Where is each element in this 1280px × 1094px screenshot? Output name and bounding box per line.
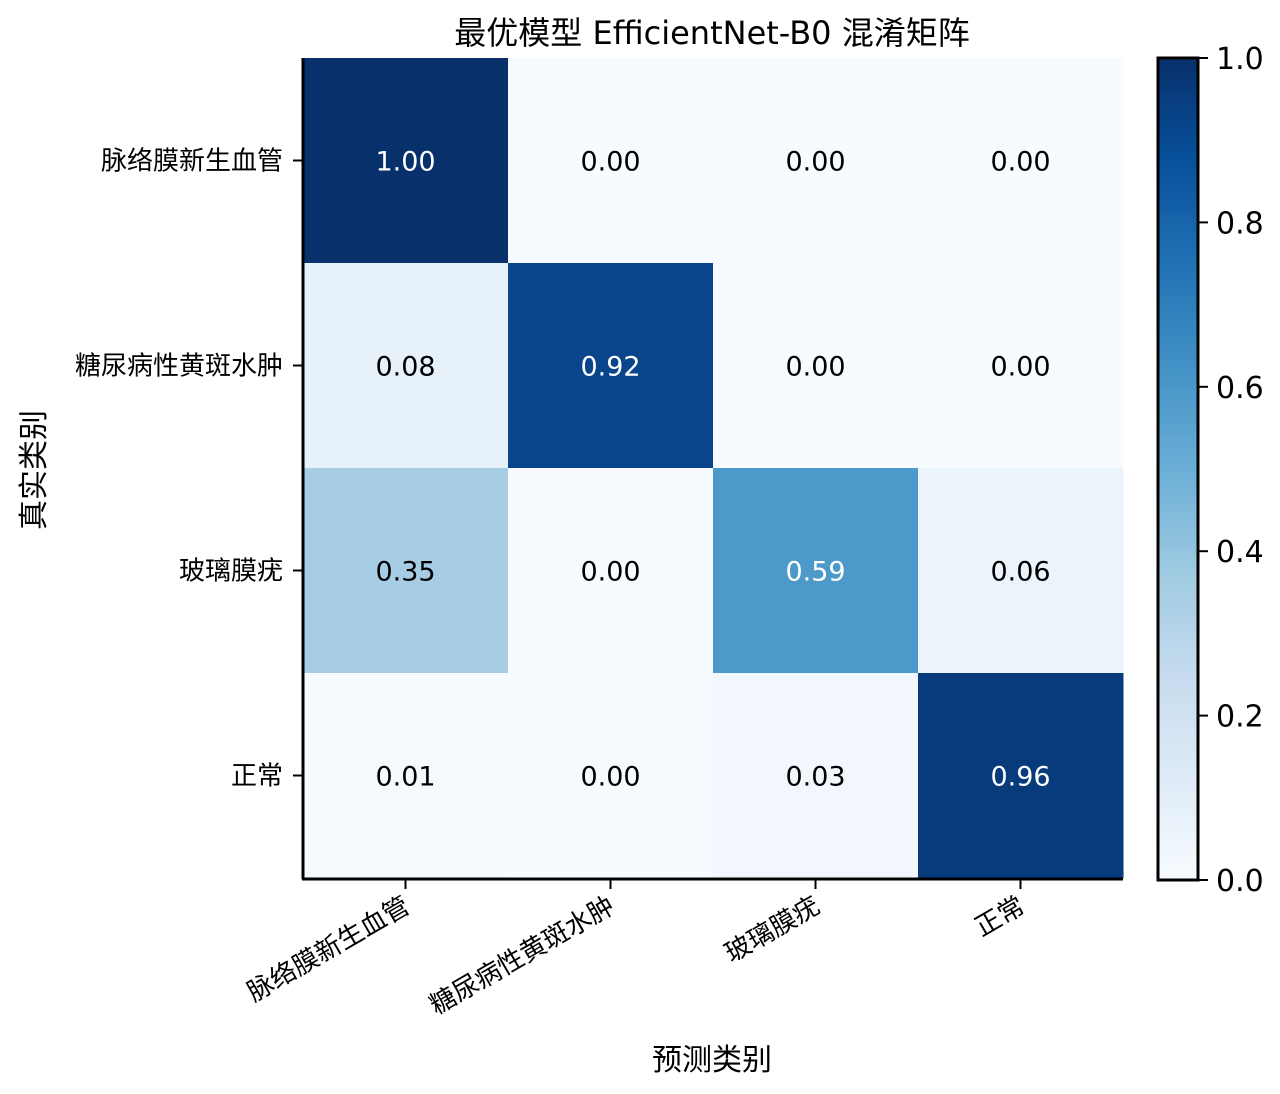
heatmap-cell-label: 0.03 xyxy=(785,762,845,793)
heatmap-cell-labels: 1.00 0.00 0.00 0.00 0.08 0.92 0.00 0.00 0.35 0.00… xyxy=(375,147,1050,793)
heatmap-cell-label: 0.00 xyxy=(785,352,845,383)
heatmap-cell-label: 0.01 xyxy=(375,762,435,793)
heatmap-cell xyxy=(303,58,509,264)
heatmap-cell xyxy=(508,58,714,264)
colorbar-ticks: 0.0 0.2 0.4 0.6 0.8 1.0 xyxy=(1198,42,1264,899)
heatmap-cell-label: 0.00 xyxy=(580,762,640,793)
colorbar-tick-label: 1.0 xyxy=(1216,42,1264,77)
colorbar-gradient xyxy=(1156,56,1200,882)
x-tick-label: 正常 xyxy=(970,891,1030,943)
heatmap-cell xyxy=(508,673,714,879)
colorbar-tick-label: 0.2 xyxy=(1216,700,1264,735)
colorbar: 0.0 0.2 0.4 0.6 0.8 1.0 xyxy=(1156,42,1264,899)
x-axis-label: 预测类别 xyxy=(652,1043,772,1078)
heatmap-cell-label: 0.06 xyxy=(990,557,1050,588)
colorbar-tick-label: 0.0 xyxy=(1216,864,1264,899)
x-ticks: 脉络膜新生血管 糖尿病性黄斑水肿 玻璃膜疣 正常 xyxy=(242,879,1030,1021)
heatmap-cell xyxy=(713,58,919,264)
heatmap-cell-label: 0.00 xyxy=(785,147,845,178)
heatmap-cell-label: 0.00 xyxy=(990,352,1050,383)
heatmap-cell-label: 0.96 xyxy=(990,762,1050,793)
heatmap-cell-label: 0.00 xyxy=(990,147,1050,178)
y-tick-label: 脉络膜新生血管 xyxy=(101,147,283,177)
heatmap-cell xyxy=(303,468,509,674)
heatmap-cell xyxy=(508,263,714,469)
heatmap-cell xyxy=(303,263,509,469)
heatmap-cell xyxy=(713,468,919,674)
heatmap-cell-label: 0.00 xyxy=(580,147,640,178)
heatmap-cells xyxy=(303,58,1124,879)
axes xyxy=(301,58,1123,881)
heatmap-cell xyxy=(713,263,919,469)
heatmap-cell xyxy=(918,263,1124,469)
heatmap-cell-label: 0.35 xyxy=(375,557,435,588)
x-tick-label: 玻璃膜疣 xyxy=(720,891,825,969)
colorbar-tick-label: 0.8 xyxy=(1216,206,1264,241)
x-tick-label: 脉络膜新生血管 xyxy=(242,891,415,1008)
colorbar-tick-label: 0.6 xyxy=(1216,371,1264,406)
y-tick-label: 糖尿病性黄斑水肿 xyxy=(75,352,283,382)
y-tick-label: 正常 xyxy=(231,762,283,792)
heatmap-cell-label: 0.92 xyxy=(580,352,640,383)
y-axis-label: 真实类别 xyxy=(17,410,52,530)
heatmap-cell xyxy=(303,673,509,879)
x-tick-label: 糖尿病性黄斑水肿 xyxy=(425,891,620,1021)
heatmap-cell xyxy=(508,468,714,674)
colorbar-tick-label: 0.4 xyxy=(1216,535,1264,570)
heatmap-cell xyxy=(918,673,1124,879)
heatmap-cell-label: 0.59 xyxy=(785,557,845,588)
heatmap-cell xyxy=(713,673,919,879)
heatmap-cell xyxy=(918,58,1124,264)
heatmap-cell-label: 0.08 xyxy=(375,352,435,383)
heatmap-cell-label: 0.00 xyxy=(580,557,640,588)
heatmap-cell-label: 1.00 xyxy=(375,147,435,178)
y-tick-label: 玻璃膜疣 xyxy=(179,557,283,587)
heatmap-cell xyxy=(918,468,1124,674)
chart-title: 最优模型 EfficientNet-B0 混淆矩阵 xyxy=(454,14,969,52)
